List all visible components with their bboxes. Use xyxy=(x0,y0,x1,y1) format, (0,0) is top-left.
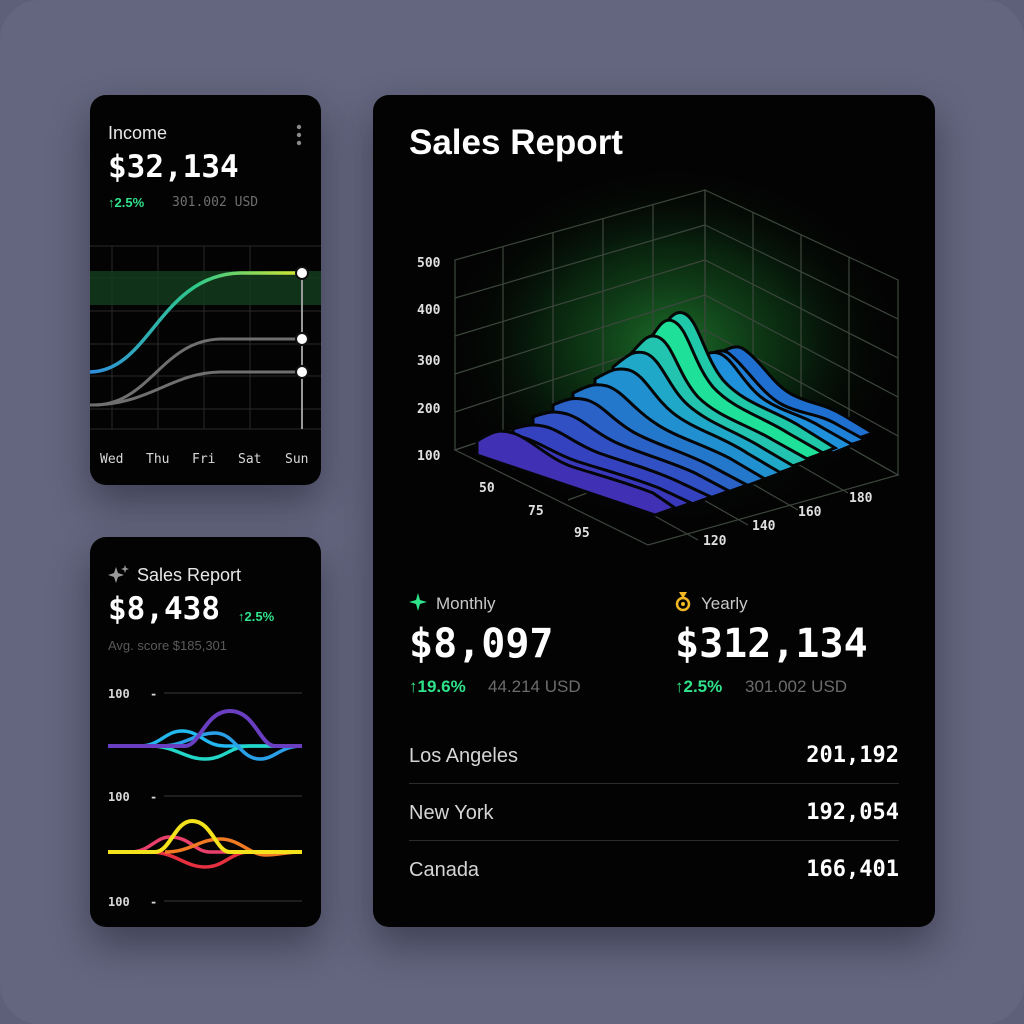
tick-label: 100 xyxy=(108,687,130,701)
city-row[interactable]: New York 192,054 xyxy=(409,784,899,841)
ridge xyxy=(641,318,827,463)
sales-small-wave-chart: 100 - 100 - 100 - xyxy=(108,687,303,909)
city-value: 166,401 xyxy=(806,857,899,882)
city-value: 192,054 xyxy=(806,800,899,825)
x-tick-label: 120 xyxy=(703,534,727,549)
monthly-sub: 44.214 USD xyxy=(488,677,581,696)
x-tick-label: 50 xyxy=(479,481,495,496)
day-label: Sat xyxy=(238,452,262,467)
tick-dash: - xyxy=(150,790,157,804)
city-row[interactable]: Canada 166,401 xyxy=(409,841,899,897)
tick-dash: - xyxy=(150,895,157,909)
tick-dash: - xyxy=(150,687,157,701)
sales-small-avg: Avg. score $185,301 xyxy=(108,638,228,653)
city-name: New York xyxy=(409,802,494,824)
sales-3d-ridge-chart: 500 400 300 200 100 50 75 95 120 140 160… xyxy=(417,165,903,549)
y-tick-label: 300 xyxy=(417,354,441,369)
city-value: 201,192 xyxy=(806,743,899,768)
income-series-1 xyxy=(90,271,302,374)
day-label: Thu xyxy=(146,452,170,467)
sales-small-title: Sales Report xyxy=(137,565,242,585)
wave-yellow xyxy=(108,818,302,854)
day-label: Sun xyxy=(285,452,309,467)
income-card[interactable]: Income $32,134 ↑2.5% 301.002 USD xyxy=(90,95,321,485)
monthly-value: $8,097 xyxy=(409,621,554,667)
monthly-delta: ↑19.6% xyxy=(409,677,466,696)
x-tick-label: 75 xyxy=(528,504,544,519)
ridge-series xyxy=(475,310,877,517)
sales-small-delta: ↑2.5% xyxy=(238,609,275,624)
y-tick-label: 400 xyxy=(417,303,441,318)
ridge xyxy=(511,423,715,507)
income-point-3[interactable] xyxy=(295,365,309,379)
income-sub: 301.002 USD xyxy=(172,195,259,210)
day-label: Fri xyxy=(192,452,216,467)
income-value: $32,134 xyxy=(108,149,239,185)
wave-purple xyxy=(108,708,302,748)
x-tick-label: 180 xyxy=(849,491,873,506)
ridge xyxy=(711,345,877,442)
wave-blue xyxy=(159,731,303,761)
city-row[interactable]: Los Angeles 201,192 xyxy=(409,727,899,784)
x-tick-label: 140 xyxy=(752,519,776,534)
sales-report-small-card[interactable]: Sales Report $8,438 ↑2.5% Avg. score $18… xyxy=(90,537,321,927)
day-label: Wed xyxy=(100,452,124,467)
monthly-label: Monthly xyxy=(436,594,496,613)
ridge xyxy=(551,396,751,495)
income-series-3 xyxy=(90,370,302,407)
y-tick-label: 500 xyxy=(417,256,441,271)
ridge xyxy=(593,367,785,483)
ridge xyxy=(475,429,679,517)
city-name: Los Angeles xyxy=(409,745,518,767)
sparkle-icon xyxy=(108,565,129,583)
sales-report-card[interactable]: Sales Report xyxy=(373,95,935,927)
income-title: Income xyxy=(108,123,168,143)
tick-label: 100 xyxy=(108,790,130,804)
yearly-delta: ↑2.5% xyxy=(675,677,723,696)
ridge xyxy=(611,350,799,477)
x-tick-label: 160 xyxy=(798,505,822,520)
income-highlight-band xyxy=(90,271,321,305)
ridge xyxy=(531,410,733,501)
city-name: Canada xyxy=(409,859,480,881)
ridge xyxy=(571,383,769,489)
sales-report-title: Sales Report xyxy=(409,123,623,162)
ridge xyxy=(626,334,813,470)
medal-icon xyxy=(675,592,691,612)
y-tick-label: 200 xyxy=(417,402,441,417)
income-point-2[interactable] xyxy=(295,332,309,346)
income-line-chart xyxy=(90,245,321,430)
income-delta: ↑2.5% xyxy=(108,195,145,210)
sparkle-green-icon xyxy=(409,593,427,611)
sales-small-value: $8,438 xyxy=(108,591,220,627)
more-options-icon[interactable] xyxy=(293,123,305,149)
yearly-label: Yearly xyxy=(701,594,748,613)
tick-label: 100 xyxy=(108,895,130,909)
y-tick-label: 100 xyxy=(417,449,441,464)
x-tick-label: 95 xyxy=(574,526,590,541)
income-point-1[interactable] xyxy=(295,266,309,280)
ridge xyxy=(651,310,839,458)
yearly-value: $312,134 xyxy=(675,621,868,667)
yearly-sub: 301.002 USD xyxy=(745,677,848,696)
